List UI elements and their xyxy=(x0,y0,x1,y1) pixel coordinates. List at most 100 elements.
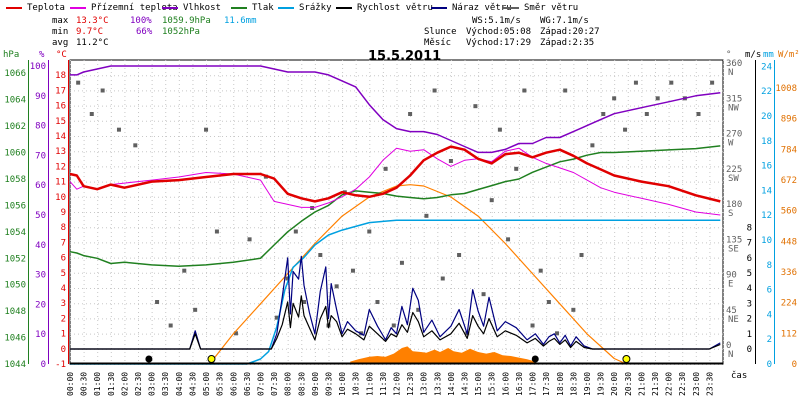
wind-dir-point xyxy=(571,307,576,312)
wind-dir-point xyxy=(590,143,595,148)
stat-min-hum: 66% xyxy=(136,27,153,37)
tick-label-time: 01:00 xyxy=(93,372,102,396)
legend-item-rychlost-vetru: Rychlost větru xyxy=(336,3,446,13)
legend-label: Tlak xyxy=(252,3,274,13)
tick-label-temp: 1 xyxy=(61,330,66,340)
tick-label-mm: 22 xyxy=(761,87,772,97)
wind-dir-point xyxy=(116,127,121,132)
tick-label-temp: 2 xyxy=(61,314,66,324)
axis-unit-mm: mm xyxy=(763,50,774,60)
tick-label-time: 13:00 xyxy=(420,372,429,396)
stat-avg-label: avg xyxy=(52,38,69,48)
solar-line xyxy=(209,184,627,365)
tick-label-mm: 18 xyxy=(761,137,772,147)
tick-label-time: 18:30 xyxy=(569,372,578,396)
tick-label-mm: 2 xyxy=(767,335,772,345)
wind-dir-point xyxy=(399,260,404,265)
tick-label-hpa: 1050 xyxy=(4,281,26,291)
tick-label-compass: N xyxy=(728,68,733,78)
axis-unit-time: čas xyxy=(731,371,748,381)
wind-dir-point xyxy=(623,127,628,132)
tick-label-deg: 45 xyxy=(726,306,737,316)
tick-label-time: 05:00 xyxy=(202,372,211,396)
wind-dir-point xyxy=(489,198,494,203)
tick-label-time: 12:30 xyxy=(406,372,415,396)
tick-label-pct: 50 xyxy=(35,211,46,221)
tick-label-deg: 135 xyxy=(726,235,742,245)
tick-label-pct: 0 xyxy=(41,360,46,370)
tick-label-temp: 14 xyxy=(55,132,66,142)
wind-dir-point xyxy=(579,253,584,257)
moon-marker xyxy=(531,355,539,363)
tick-label-temp: 0 xyxy=(61,345,66,355)
axis-unit-deg: ° xyxy=(726,50,732,60)
tick-label-temp: 16 xyxy=(55,102,66,112)
wind-dir-point xyxy=(350,268,355,273)
tick-label-time: 16:00 xyxy=(501,372,510,396)
tick-label-temp: 18 xyxy=(55,71,66,81)
legend-swatch xyxy=(6,7,22,9)
temperature-line xyxy=(69,145,721,203)
tick-label-hpa: 1066 xyxy=(4,69,26,79)
tick-label-deg: 0 xyxy=(726,341,731,351)
tick-label-ms: 0 xyxy=(747,345,752,355)
legend-swatch xyxy=(162,7,178,9)
wind-gust-line xyxy=(70,255,721,350)
tick-label-pct: 30 xyxy=(35,271,46,281)
tick-label-time: 21:30 xyxy=(651,372,660,396)
stat-max-label: max xyxy=(52,16,69,26)
tick-label-deg: 180 xyxy=(726,200,742,210)
wind-dir-point xyxy=(155,300,160,304)
wind-dir-point xyxy=(182,268,187,273)
tick-label-time: 12:00 xyxy=(393,372,402,396)
tick-label-wm2: 0 xyxy=(792,360,797,370)
tick-label-time: 09:30 xyxy=(324,372,333,396)
tick-label-time: 14:30 xyxy=(461,372,470,396)
wind-dir-point xyxy=(555,331,560,336)
tick-label-time: 13:30 xyxy=(433,372,442,396)
wind-dir-point xyxy=(655,96,660,101)
wind-dir-point xyxy=(318,253,323,257)
wind-ws: WS:5.1m/s xyxy=(472,16,521,26)
tick-label-time: 16:30 xyxy=(515,372,524,396)
tick-label-time: 17:00 xyxy=(529,372,538,396)
tick-label-wm2: 784 xyxy=(781,145,797,155)
wind-dir-point xyxy=(233,331,238,336)
tick-label-wm2: 896 xyxy=(781,115,797,125)
legend-item-teplota: Teplota xyxy=(6,3,96,13)
tick-label-pct: 100 xyxy=(30,62,46,72)
wind-dir-point xyxy=(514,166,519,171)
tick-label-ms: 2 xyxy=(747,315,752,325)
legend-item-vlhkost: Vlhkost xyxy=(162,3,252,13)
tick-label-pct: 90 xyxy=(35,92,46,102)
legend-swatch xyxy=(431,7,447,9)
tick-label-mm: 12 xyxy=(761,211,772,221)
wind-dir-point xyxy=(563,88,568,93)
legend-swatch xyxy=(231,7,247,9)
tick-label-compass: S xyxy=(728,209,733,219)
tick-label-pct: 20 xyxy=(35,300,46,310)
tick-label-temp: 5 xyxy=(61,269,66,279)
tick-label-time: 07:30 xyxy=(270,372,279,396)
tick-label-hpa: 1044 xyxy=(4,360,26,370)
tick-label-mm: 8 xyxy=(767,261,772,271)
tick-label-compass: N xyxy=(728,350,733,360)
tick-label-temp: 10 xyxy=(55,193,66,203)
legend-item-naraz-vetru: Náraz větru xyxy=(431,3,531,13)
tick-label-time: 00:00 xyxy=(66,372,75,396)
wind-dir-point xyxy=(214,229,219,234)
legend-swatch xyxy=(70,7,86,9)
axis-unit-ms: m/s xyxy=(745,50,762,60)
tick-label-time: 18:00 xyxy=(556,372,565,396)
wind-dir-point xyxy=(448,159,453,163)
tick-label-compass: NE xyxy=(728,315,739,325)
legend-label: Vlhkost xyxy=(183,3,221,13)
stat-max-temp: 13.3°C xyxy=(76,16,109,26)
legend-item-srazky: Srážky xyxy=(278,3,358,13)
tick-label-time: 20:30 xyxy=(624,372,633,396)
tick-label-time: 22:30 xyxy=(678,372,687,396)
wind-dir-point xyxy=(76,80,81,85)
tick-label-hpa: 1056 xyxy=(4,201,26,211)
sun-rise: Východ:05:08 xyxy=(466,27,532,37)
legend-swatch xyxy=(336,7,352,9)
